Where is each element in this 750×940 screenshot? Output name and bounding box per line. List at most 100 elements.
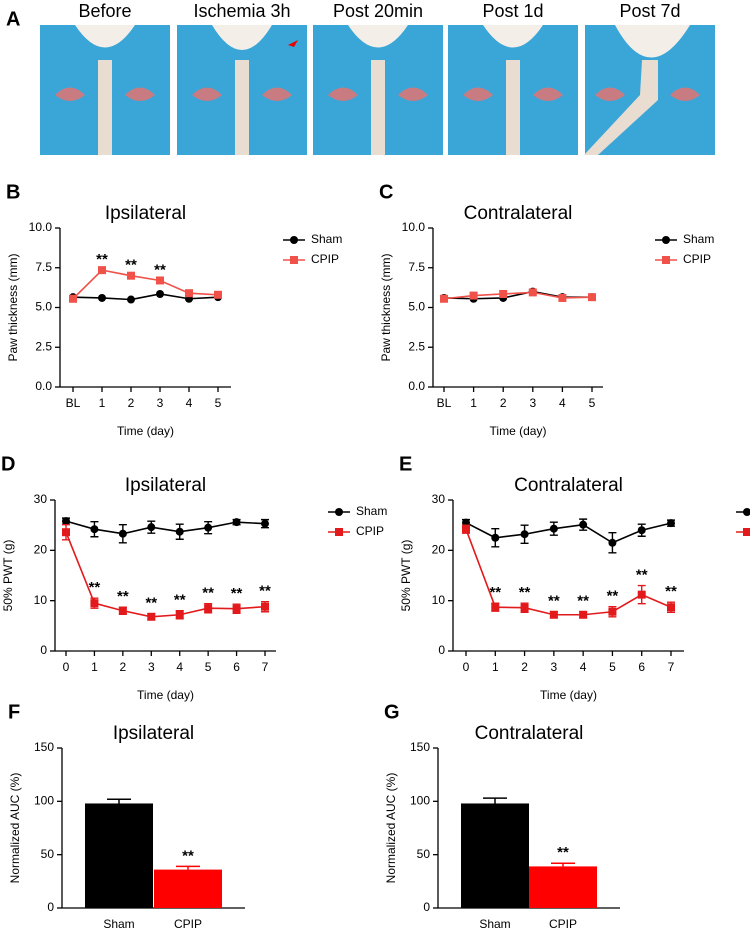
marker [232, 604, 241, 613]
significance-label: ** [557, 844, 569, 861]
arrow [288, 40, 298, 47]
legend-label: Sham [356, 504, 387, 518]
marker [499, 289, 508, 298]
panel-label: A [6, 8, 20, 30]
x-tick-label: CPIP [174, 917, 202, 931]
y-tick-label: 50 [417, 847, 431, 861]
photo-row [40, 25, 715, 155]
chart-title: Ipsilateral [125, 475, 206, 496]
marker [127, 295, 135, 304]
marker [62, 517, 70, 526]
x-tick-label: 0 [463, 660, 470, 674]
bar [85, 803, 153, 908]
marker [69, 294, 77, 303]
y-tick-label: 0 [423, 900, 430, 914]
significance-label: ** [519, 584, 531, 601]
legend-marker [743, 528, 750, 536]
y-tick-label: 0.0 [35, 379, 52, 393]
y-tick-label: 7.5 [408, 260, 425, 274]
marker [520, 530, 529, 539]
marker [491, 603, 500, 612]
marker [156, 289, 164, 298]
y-tick-label: 5.0 [35, 300, 52, 314]
tail [98, 60, 658, 155]
marker [637, 590, 646, 599]
series-line [65, 520, 266, 535]
series-line [72, 269, 219, 300]
significance-label: ** [231, 585, 243, 602]
x-tick-label: Sham [479, 917, 510, 931]
marker [608, 607, 617, 616]
panel-label: F [8, 701, 20, 723]
x-tick-label: 5 [205, 660, 212, 674]
significance-label: ** [182, 847, 194, 864]
marker [204, 604, 213, 613]
panel-label: C [379, 181, 393, 203]
significance-label: ** [636, 567, 648, 584]
legend-marker [290, 256, 298, 264]
y-axis-label: Paw thickness (mm) [379, 253, 393, 361]
x-tick-label: 0 [63, 660, 70, 674]
x-tick-label: 2 [500, 396, 507, 410]
marker [549, 524, 558, 533]
x-tick-label: 1 [470, 396, 477, 410]
marker [579, 520, 588, 529]
series-line [465, 528, 672, 616]
marker [185, 289, 193, 298]
chart-title: Ipsilateral [105, 203, 186, 224]
significance-label: ** [577, 593, 589, 610]
x-tick-label: BL [437, 396, 452, 410]
significance-label: ** [174, 592, 186, 609]
y-axis-label: Normalized AUC (%) [384, 773, 398, 884]
legend-label: Sham [683, 232, 714, 246]
legend-marker [335, 528, 343, 536]
x-tick-label: 1 [492, 660, 499, 674]
x-axis-label: Time (day) [490, 424, 547, 438]
marker [156, 276, 164, 285]
y-tick-label: 2.5 [35, 339, 52, 353]
marker [62, 528, 70, 537]
y-tick-label: 50 [41, 847, 55, 861]
significance-label: ** [145, 595, 157, 612]
chart-title: Ipsilateral [113, 723, 194, 744]
y-tick-label: 100 [34, 794, 54, 808]
x-tick-label: 2 [128, 396, 135, 410]
y-tick-label: 100 [410, 794, 430, 808]
y-tick-label: 0 [40, 643, 47, 657]
y-axis-label: 50% PWT (g) [1, 540, 15, 612]
paw [55, 87, 700, 101]
significance-label: ** [607, 588, 619, 605]
x-tick-label: 3 [529, 396, 536, 410]
bar [529, 866, 597, 908]
marker [469, 291, 478, 300]
x-tick-label: 4 [559, 396, 566, 410]
significance-label: ** [117, 588, 129, 605]
y-tick-label: 30 [34, 492, 48, 506]
x-tick-label: 3 [551, 660, 558, 674]
marker [667, 519, 675, 528]
photo-label: Before [78, 1, 131, 21]
error-bar [551, 862, 575, 867]
marker [232, 518, 241, 527]
x-tick-label: 7 [668, 660, 675, 674]
panel-label: D [1, 453, 15, 475]
photo-label: Ischemia 3h [193, 1, 290, 21]
significance-label: ** [89, 579, 101, 596]
marker [588, 293, 596, 302]
photo-label: Post 1d [482, 1, 543, 21]
panel-label: E [399, 453, 412, 475]
chart-title: Contralateral [464, 203, 573, 224]
x-tick-label: 5 [215, 396, 222, 410]
x-tick-label: Sham [103, 917, 134, 931]
significance-label: ** [259, 583, 271, 600]
marker [440, 294, 448, 303]
marker [118, 606, 127, 615]
significance-label: ** [125, 257, 137, 274]
marker [147, 612, 156, 621]
y-tick-label: 2.5 [408, 339, 425, 353]
y-tick-label: 7.5 [35, 260, 52, 274]
legend-marker [743, 508, 750, 516]
error-bar [483, 797, 507, 804]
marker [637, 526, 646, 535]
y-tick-label: 10 [432, 593, 446, 607]
